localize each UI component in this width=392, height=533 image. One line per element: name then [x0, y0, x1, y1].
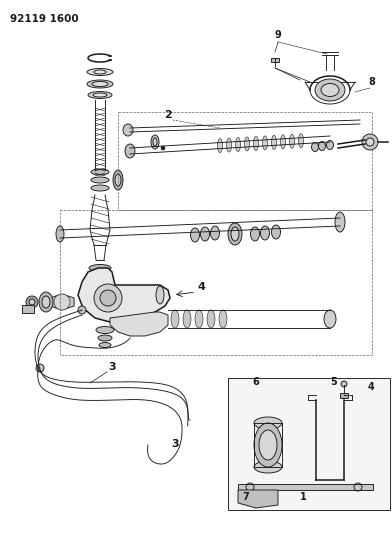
Ellipse shape — [42, 296, 50, 308]
Text: 6: 6 — [252, 377, 259, 387]
Ellipse shape — [263, 136, 267, 150]
Ellipse shape — [195, 310, 203, 328]
Text: 92119 1600: 92119 1600 — [10, 14, 79, 24]
Ellipse shape — [272, 135, 276, 149]
Ellipse shape — [156, 286, 164, 304]
Ellipse shape — [191, 228, 200, 242]
Ellipse shape — [261, 226, 269, 240]
Polygon shape — [238, 490, 278, 508]
Ellipse shape — [99, 343, 111, 348]
Ellipse shape — [98, 335, 112, 341]
Text: 1: 1 — [300, 492, 307, 502]
Ellipse shape — [245, 137, 249, 151]
Circle shape — [341, 381, 347, 387]
Polygon shape — [78, 268, 170, 322]
Ellipse shape — [218, 139, 223, 152]
Ellipse shape — [298, 134, 303, 148]
Circle shape — [362, 134, 378, 150]
Ellipse shape — [91, 185, 109, 191]
Polygon shape — [110, 312, 168, 336]
Text: 7: 7 — [242, 492, 249, 502]
Ellipse shape — [87, 80, 113, 88]
Ellipse shape — [272, 225, 281, 239]
Text: 4: 4 — [198, 282, 206, 292]
Ellipse shape — [90, 272, 110, 278]
Ellipse shape — [89, 264, 111, 271]
Circle shape — [36, 364, 44, 372]
Ellipse shape — [254, 461, 282, 473]
Text: 4: 4 — [368, 382, 375, 392]
Ellipse shape — [254, 423, 282, 467]
Ellipse shape — [227, 138, 232, 152]
Bar — [340, 393, 348, 398]
Text: 9: 9 — [275, 30, 281, 40]
Ellipse shape — [231, 227, 239, 241]
Bar — [238, 484, 373, 490]
Ellipse shape — [315, 79, 345, 101]
Ellipse shape — [151, 135, 159, 149]
Ellipse shape — [281, 135, 285, 149]
Ellipse shape — [92, 82, 108, 86]
Ellipse shape — [324, 310, 336, 328]
Text: 3: 3 — [171, 439, 179, 449]
Ellipse shape — [200, 227, 209, 241]
Circle shape — [100, 290, 116, 306]
Text: 8: 8 — [368, 77, 375, 87]
Ellipse shape — [29, 299, 35, 305]
Ellipse shape — [115, 174, 121, 186]
Ellipse shape — [94, 70, 106, 74]
Ellipse shape — [254, 417, 282, 429]
Ellipse shape — [183, 310, 191, 328]
Ellipse shape — [318, 141, 325, 150]
Polygon shape — [228, 378, 390, 510]
Text: 5: 5 — [330, 377, 337, 387]
Text: 3: 3 — [108, 362, 116, 372]
Circle shape — [54, 294, 70, 310]
Circle shape — [366, 138, 374, 146]
Ellipse shape — [88, 92, 112, 99]
Ellipse shape — [219, 310, 227, 328]
Ellipse shape — [125, 144, 135, 158]
Ellipse shape — [335, 212, 345, 232]
Ellipse shape — [171, 310, 179, 328]
Text: 2: 2 — [164, 110, 172, 120]
Polygon shape — [50, 294, 74, 310]
Ellipse shape — [26, 296, 38, 308]
Ellipse shape — [207, 310, 215, 328]
Circle shape — [161, 146, 165, 150]
Bar — [22, 305, 34, 313]
Ellipse shape — [211, 226, 220, 240]
Ellipse shape — [87, 69, 113, 76]
Ellipse shape — [123, 124, 133, 136]
Bar — [271, 58, 279, 62]
Ellipse shape — [254, 136, 258, 150]
Ellipse shape — [56, 226, 64, 242]
Ellipse shape — [153, 138, 157, 146]
Ellipse shape — [228, 223, 242, 245]
Circle shape — [94, 284, 122, 312]
Circle shape — [78, 306, 86, 314]
Ellipse shape — [250, 227, 260, 241]
Ellipse shape — [312, 142, 318, 151]
Ellipse shape — [96, 327, 114, 334]
Ellipse shape — [290, 134, 294, 148]
Ellipse shape — [236, 138, 241, 151]
Ellipse shape — [93, 93, 107, 97]
Ellipse shape — [321, 84, 339, 96]
Ellipse shape — [327, 141, 334, 149]
Ellipse shape — [91, 169, 109, 175]
Ellipse shape — [39, 292, 53, 312]
Ellipse shape — [113, 170, 123, 190]
Ellipse shape — [91, 177, 109, 183]
Ellipse shape — [259, 430, 277, 460]
